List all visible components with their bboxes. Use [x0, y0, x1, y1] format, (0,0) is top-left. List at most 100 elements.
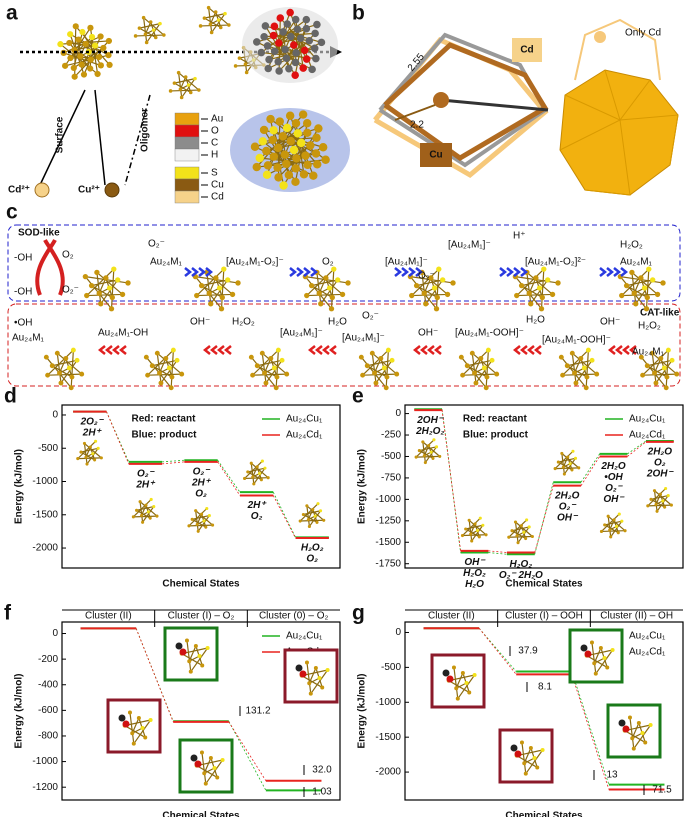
species-label: [Au₂₄M₁-OOH]⁻	[455, 328, 524, 339]
atom	[458, 354, 464, 360]
atom	[131, 515, 135, 519]
atom	[652, 370, 657, 376]
connector	[106, 411, 130, 465]
atom	[305, 504, 309, 508]
cluster-icon	[298, 502, 326, 529]
atom	[473, 380, 479, 386]
bond	[244, 477, 269, 480]
atom	[311, 29, 319, 38]
legend-swatch	[174, 136, 200, 150]
bond	[69, 34, 85, 75]
atom	[269, 31, 278, 40]
atom	[527, 525, 531, 529]
atom	[225, 277, 231, 283]
atom	[216, 285, 223, 291]
atom	[111, 266, 117, 272]
bond	[84, 442, 102, 459]
atom	[313, 160, 322, 169]
reactant-label: H₂O₂	[510, 559, 533, 570]
atom	[385, 347, 391, 353]
atom	[284, 170, 294, 180]
bond	[181, 653, 203, 666]
bond	[435, 269, 440, 309]
reactant-label: H₂O₂	[463, 568, 486, 579]
bond	[586, 655, 608, 668]
cluster-icon	[638, 347, 680, 391]
arrow	[124, 94, 151, 186]
atom	[469, 350, 475, 356]
chevron	[628, 345, 637, 355]
y-tick-label: -2000	[32, 543, 58, 554]
species-label: Au₂₄M₁	[632, 347, 665, 358]
atom	[423, 460, 427, 465]
chevron	[303, 267, 312, 277]
atom	[644, 294, 650, 301]
atom	[345, 280, 351, 286]
atom	[577, 466, 581, 470]
atom	[434, 445, 439, 449]
atom	[638, 275, 644, 281]
atom	[358, 354, 364, 360]
atom	[593, 671, 598, 676]
chevron	[512, 345, 521, 355]
atom	[384, 374, 390, 380]
atom	[663, 385, 669, 391]
atom	[213, 275, 219, 281]
bond	[136, 505, 154, 511]
atom	[583, 385, 589, 391]
bond	[306, 662, 312, 694]
bond	[178, 72, 200, 91]
species-label: [Au₂₄M₁-OOH]⁻	[542, 335, 611, 346]
atom	[168, 89, 173, 93]
atom	[136, 715, 141, 720]
bond	[415, 439, 435, 458]
adsorbate	[622, 725, 630, 733]
atom	[653, 380, 659, 386]
bond	[511, 526, 530, 532]
y-axis-label: Energy (kJ/mol)	[14, 449, 25, 524]
atom	[268, 355, 274, 361]
atom	[421, 290, 427, 296]
atom	[105, 37, 112, 45]
atom	[162, 33, 166, 37]
atom	[450, 280, 456, 286]
atom	[144, 503, 148, 507]
y-axis-label: Energy (kJ/mol)	[357, 673, 368, 748]
atom	[209, 30, 214, 35]
atom	[274, 57, 283, 66]
cycle-label: SOD-like	[18, 228, 60, 239]
bond	[70, 350, 74, 388]
bond	[362, 373, 397, 376]
atom	[97, 33, 104, 40]
atom	[605, 665, 610, 670]
connector	[228, 721, 267, 791]
atom	[61, 62, 69, 69]
atom	[633, 301, 639, 307]
gap-label: 37.9	[518, 646, 538, 657]
atom	[475, 529, 480, 533]
atom	[360, 372, 366, 378]
atom	[302, 55, 311, 63]
species-label: Au₂₄M₁	[12, 333, 45, 344]
bond	[156, 352, 183, 375]
atom	[148, 20, 153, 24]
atom	[137, 26, 142, 30]
bond	[147, 349, 174, 376]
gap-label: 71.5	[652, 785, 672, 796]
legend-swatch	[174, 148, 200, 162]
atom	[72, 23, 79, 30]
product-label: O₂⁻ 2H₂O	[499, 570, 543, 581]
atom	[206, 290, 212, 296]
atom	[660, 280, 666, 286]
bond	[178, 72, 183, 98]
species-label: [Au₂₄M₁-O₂]⁻	[226, 257, 284, 268]
plot-frame	[61, 621, 341, 801]
atom	[133, 34, 138, 38]
atom	[364, 363, 370, 369]
atom	[428, 275, 434, 281]
atom	[82, 40, 89, 48]
atom	[68, 385, 74, 391]
cluster-icon	[131, 497, 159, 524]
atom	[553, 467, 557, 471]
atom	[75, 36, 82, 43]
